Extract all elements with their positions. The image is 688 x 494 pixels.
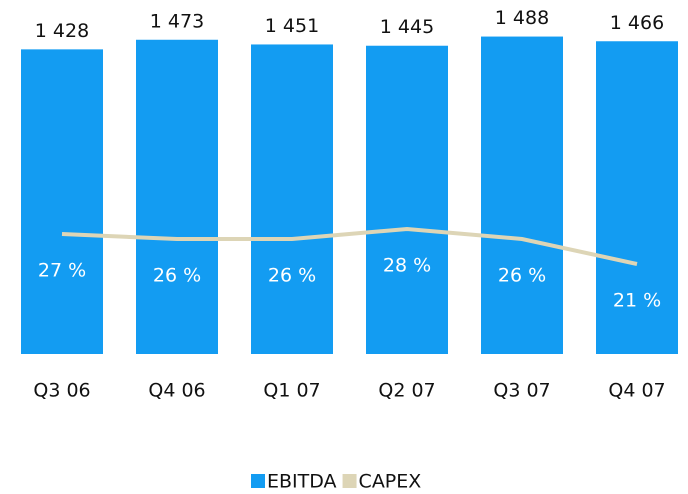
bar bbox=[136, 39, 218, 354]
x-tick-label: Q4 06 bbox=[148, 380, 205, 402]
legend-swatch bbox=[342, 474, 357, 488]
legend-label: CAPEX bbox=[359, 471, 422, 493]
x-tick-label: Q2 07 bbox=[378, 380, 435, 402]
data-label: 1 488 bbox=[495, 7, 549, 29]
data-label: 26 % bbox=[268, 265, 316, 287]
data-label: 26 % bbox=[153, 265, 201, 287]
bar bbox=[21, 49, 103, 355]
data-label: 1 473 bbox=[150, 10, 204, 32]
line bbox=[61, 226, 638, 266]
x-tick-label: Q4 07 bbox=[608, 380, 665, 402]
data-label: 27 % bbox=[38, 260, 86, 282]
legend-swatch bbox=[251, 474, 265, 488]
data-label: 26 % bbox=[498, 265, 546, 287]
data-label: 1 451 bbox=[265, 15, 319, 37]
x-tick-label: Q3 07 bbox=[493, 380, 550, 402]
data-label: 1 428 bbox=[35, 20, 89, 42]
bar bbox=[366, 45, 448, 354]
bar bbox=[596, 41, 678, 355]
legend-label: EBITDA bbox=[267, 471, 337, 493]
x-tick-label: Q1 07 bbox=[263, 380, 320, 402]
bar bbox=[481, 36, 563, 355]
data-label: 21 % bbox=[613, 290, 661, 312]
bar bbox=[251, 44, 333, 354]
data-label: 28 % bbox=[383, 255, 431, 277]
data-label: 1 466 bbox=[610, 12, 664, 34]
data-label: 1 445 bbox=[380, 16, 434, 38]
x-tick-label: Q3 06 bbox=[33, 380, 90, 402]
